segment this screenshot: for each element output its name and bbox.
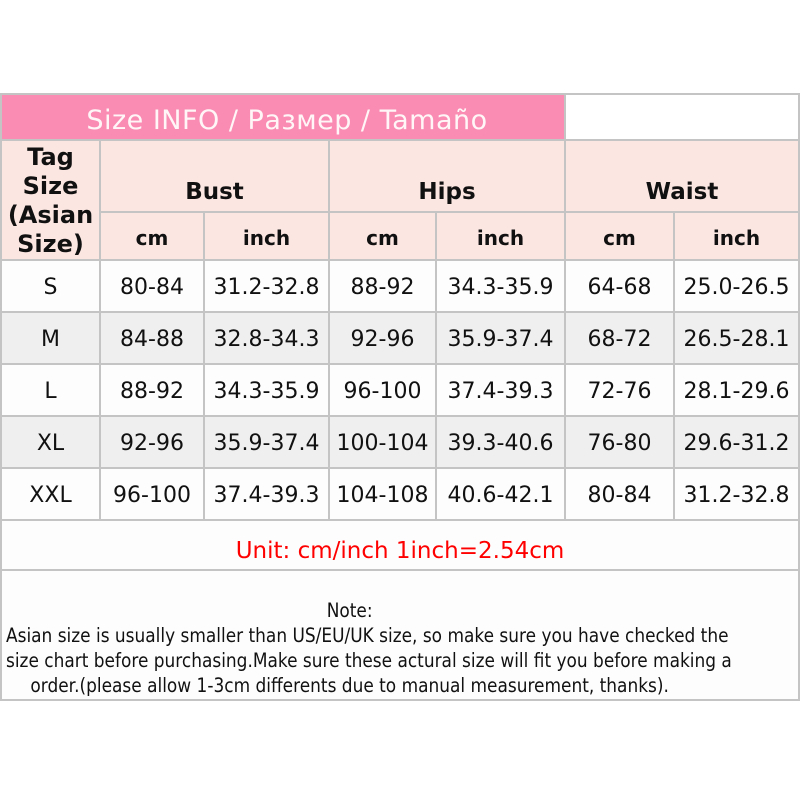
cell-waist-inch: 29.6-31.2 — [673, 415, 800, 469]
cell-waist-cm: 72-76 — [564, 363, 675, 417]
title-bar: Size INFO / Размер / Tamaño — [0, 93, 566, 141]
size-label: L — [0, 363, 101, 417]
cell-hips-cm: 96-100 — [328, 363, 437, 417]
group-header-bust: Bust — [99, 138, 330, 214]
cell-bust-inch: 35.9-37.4 — [203, 415, 330, 469]
cell-bust-cm: 88-92 — [99, 363, 205, 417]
cell-waist-inch: 25.0-26.5 — [673, 259, 800, 313]
unit-note-text: Unit: cm/inch 1inch=2.54cm — [0, 519, 800, 571]
cell-hips-cm: 104-108 — [328, 467, 437, 521]
cell-waist-cm: 80-84 — [564, 467, 675, 521]
cell-waist-inch: 26.5-28.1 — [673, 311, 800, 365]
cell-bust-cm: 96-100 — [99, 467, 205, 521]
table-row-xxl: XXL 96-100 37.4-39.3 104-108 40.6-42.1 8… — [0, 467, 800, 521]
cell-hips-inch: 35.9-37.4 — [435, 311, 566, 365]
corner-header-tag-size: Tag Size (Asian Size) — [0, 139, 101, 261]
note-line-2: size chart before purchasing.Make sure t… — [6, 649, 732, 672]
cell-bust-inch: 31.2-32.8 — [203, 259, 330, 313]
table-row-m: M 84-88 32.8-34.3 92-96 35.9-37.4 68-72 … — [0, 311, 800, 365]
note-block: Note: Asian size is usually smaller than… — [0, 569, 800, 701]
unit-header-row: cm inch cm inch cm inch — [1, 211, 800, 261]
note-row: Note: Asian size is usually smaller than… — [0, 569, 800, 701]
unit-header-waist-cm: cm — [564, 211, 675, 261]
group-header-waist: Waist — [564, 138, 800, 214]
unit-note-row: Unit: cm/inch 1inch=2.54cm — [0, 519, 800, 571]
cell-bust-cm: 80-84 — [99, 259, 205, 313]
cell-hips-inch: 37.4-39.3 — [435, 363, 566, 417]
note-label: Note: — [326, 599, 373, 622]
size-chart-table: Size INFO / Размер / Tamaño Tag Size (As… — [0, 93, 800, 701]
cell-bust-inch: 32.8-34.3 — [203, 311, 330, 365]
cell-waist-inch: 28.1-29.6 — [673, 363, 800, 417]
unit-header-hips-inch: inch — [435, 211, 566, 261]
cell-waist-cm: 64-68 — [564, 259, 675, 313]
unit-header-hips-cm: cm — [328, 211, 437, 261]
table-row-s: S 80-84 31.2-32.8 88-92 34.3-35.9 64-68 … — [0, 259, 800, 313]
unit-header-bust-cm: cm — [99, 211, 205, 261]
cell-hips-inch: 39.3-40.6 — [435, 415, 566, 469]
cell-hips-inch: 40.6-42.1 — [435, 467, 566, 521]
cell-bust-cm: 92-96 — [99, 415, 205, 469]
cell-bust-inch: 34.3-35.9 — [203, 363, 330, 417]
cell-hips-cm: 100-104 — [328, 415, 437, 469]
note-line-3: order.(please allow 1-3cm differents due… — [30, 674, 669, 697]
table-row-l: L 88-92 34.3-35.9 96-100 37.4-39.3 72-76… — [0, 363, 800, 417]
cell-bust-inch: 37.4-39.3 — [203, 467, 330, 521]
unit-header-bust-inch: inch — [203, 211, 330, 261]
unit-header-waist-inch: inch — [673, 211, 800, 261]
cell-hips-inch: 34.3-35.9 — [435, 259, 566, 313]
table-row-xl: XL 92-96 35.9-37.4 100-104 39.3-40.6 76-… — [0, 415, 800, 469]
group-header-hips: Hips — [328, 138, 566, 214]
cell-waist-cm: 68-72 — [564, 311, 675, 365]
group-header-row: Tag Size (Asian Size) Bust Hips Waist — [0, 138, 800, 261]
note-line-1: Asian size is usually smaller than US/EU… — [6, 624, 729, 647]
size-label: M — [0, 311, 101, 365]
cell-bust-cm: 84-88 — [99, 311, 205, 365]
cell-waist-inch: 31.2-32.8 — [673, 467, 800, 521]
title-spacer-cell — [564, 93, 800, 141]
size-label: S — [0, 259, 101, 313]
cell-hips-cm: 88-92 — [328, 259, 437, 313]
cell-waist-cm: 76-80 — [564, 415, 675, 469]
title-row: Size INFO / Размер / Tamaño — [0, 93, 800, 141]
cell-hips-cm: 92-96 — [328, 311, 437, 365]
size-label: XL — [0, 415, 101, 469]
size-label: XXL — [0, 467, 101, 521]
